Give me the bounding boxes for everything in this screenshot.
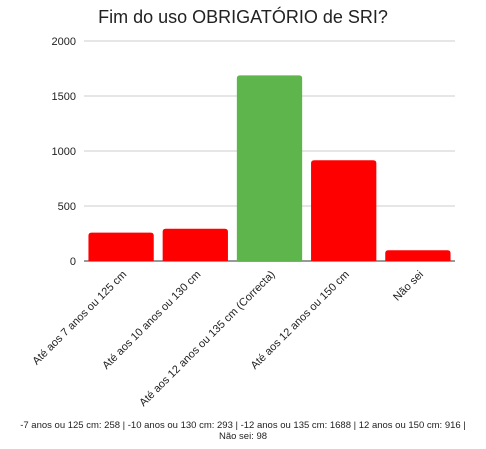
- bar-1: [88, 232, 154, 261]
- y-tick-label: 2000: [52, 36, 76, 48]
- bar-3: [236, 75, 303, 261]
- bar-5: [385, 250, 451, 261]
- bar-4: [311, 160, 377, 261]
- y-tick-label: 500: [58, 201, 76, 213]
- y-tick-label: 1000: [52, 146, 76, 158]
- x-tick-label: Não sei: [391, 269, 426, 304]
- chart-caption: -7 anos ou 125 cm: 258 | -10 anos ou 130…: [20, 420, 466, 442]
- y-tick-label: 1500: [52, 91, 76, 103]
- chart-title: Fim do uso OBRIGATÓRIO de SRI?: [98, 7, 388, 27]
- bar-2: [162, 228, 228, 261]
- x-tick-label: Até aos 12 anos ou 135 cm (Correcta): [137, 269, 277, 409]
- y-tick-label: 0: [70, 256, 76, 268]
